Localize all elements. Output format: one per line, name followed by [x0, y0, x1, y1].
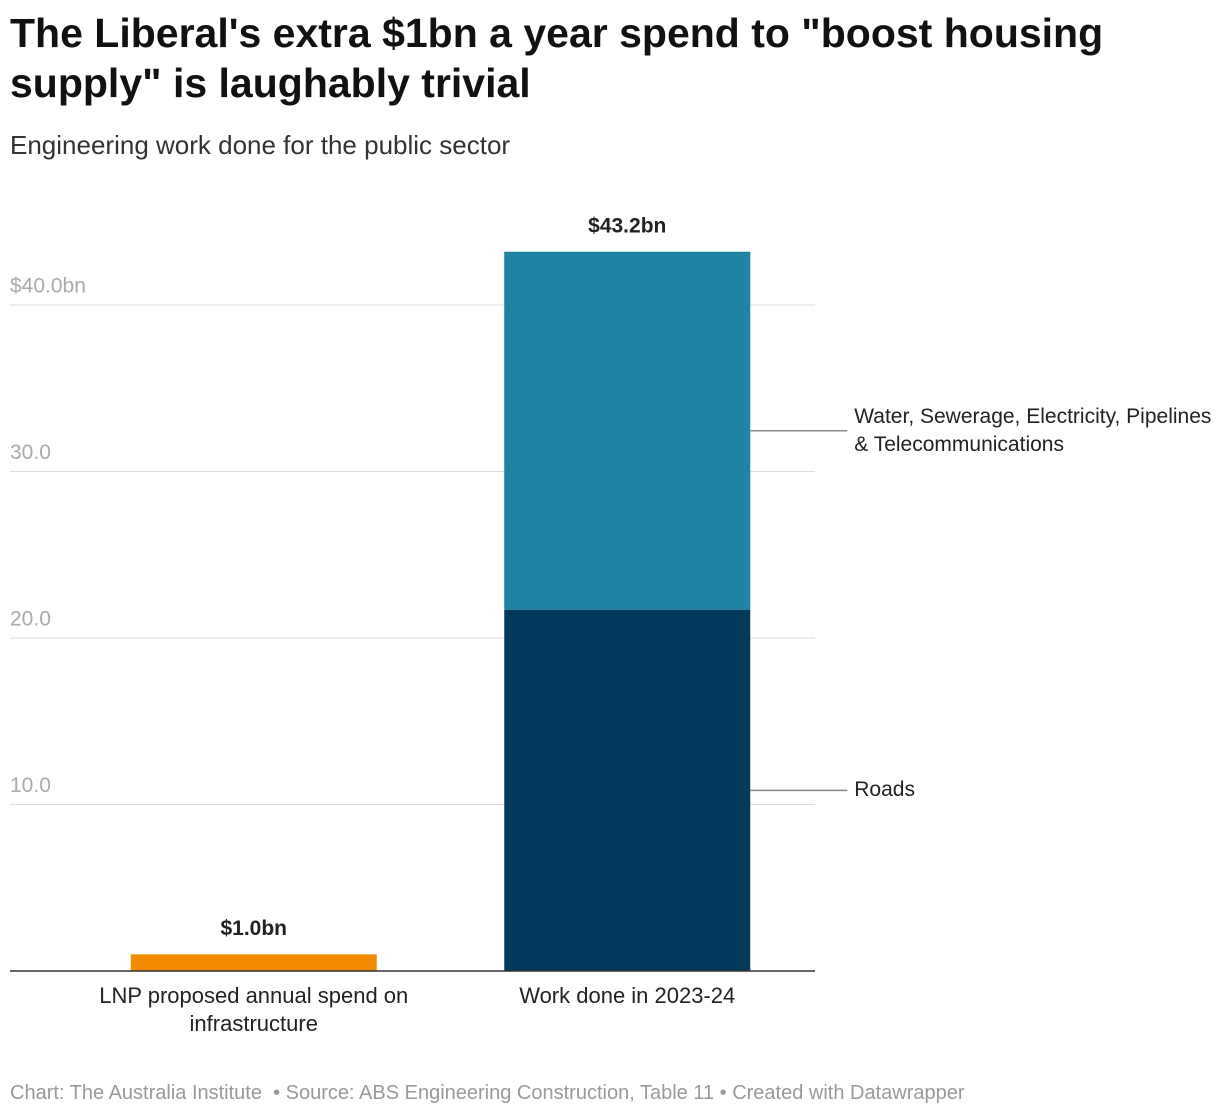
- bar-segment: [130, 954, 377, 971]
- bar-segment: [504, 609, 751, 971]
- footer: Chart: The Australia Institute • Source:…: [10, 1082, 965, 1104]
- value-label: $43.2bn: [588, 214, 666, 237]
- bar-segment: [504, 251, 751, 610]
- value-label: $1.0bn: [220, 917, 287, 940]
- y-tick-label: $40.0bn: [10, 275, 86, 298]
- series-label: Water, Sewerage, Electricity, Pipelines …: [854, 404, 1212, 456]
- chart-title: The Liberal's extra $1bn a year spend to…: [10, 10, 1104, 106]
- x-tick-label: LNP proposed annual spend on infrastruct…: [99, 983, 409, 1036]
- series-label: Roads: [854, 778, 915, 802]
- y-tick-label: 30.0: [10, 441, 51, 464]
- y-tick-label: 10.0: [10, 774, 51, 797]
- x-tick-label: Work done in 2023-24: [519, 983, 736, 1008]
- chart-subtitle: Engineering work done for the public sec…: [10, 130, 511, 160]
- y-tick-label: 20.0: [10, 608, 51, 631]
